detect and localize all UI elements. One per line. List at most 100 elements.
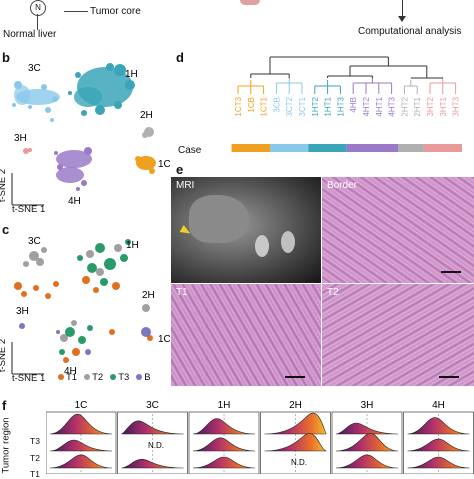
ridge-density: [49, 413, 113, 435]
cluster-label-3c: 3C: [28, 63, 41, 74]
ridge-density: [192, 437, 256, 452]
sample-b-points: [19, 323, 151, 355]
case-color-bar: [423, 144, 462, 152]
mri-liver-shape: [189, 195, 249, 243]
normal-liver-icon: N: [30, 0, 46, 16]
normal-liver-label: Normal liver: [3, 29, 57, 40]
dendrogram-leaf-label: 3CT1: [298, 96, 307, 116]
cluster-3c-points: [12, 81, 60, 122]
case-label: Case: [178, 145, 202, 156]
ridge-density: [407, 417, 470, 435]
not-detected-label: N.D.: [148, 441, 164, 450]
sample-t2-points: [23, 244, 150, 342]
dendrogram-leaf-label: 1HT1: [324, 96, 333, 116]
ridge-density: [192, 456, 256, 469]
panel-c-ylabel: t-SNE 2: [0, 339, 9, 373]
row-label-t3: T3: [30, 436, 40, 446]
panel-c-legend: T1 T2 T3 B: [58, 372, 151, 383]
ridge-density: [335, 422, 399, 435]
scale-bar-icon: [439, 376, 459, 378]
sample-t1-points: [14, 276, 153, 363]
cluster-label-3c: 3C: [28, 236, 41, 247]
tile-label-mri: MRI: [176, 180, 195, 191]
ridge-density: [264, 433, 327, 452]
dendrogram-leaf-label: 3HT3: [452, 96, 461, 116]
panel-e-letter: e: [176, 162, 184, 177]
case-color-bar: [398, 144, 424, 152]
ridge-density: [121, 420, 184, 435]
cluster-4h-points: [54, 147, 92, 191]
tile-label-t2: T2: [327, 287, 339, 298]
dendrogram-leaf-label: 1CT1: [260, 96, 269, 116]
dendrogram-leaf-label: 1HT3: [336, 96, 345, 116]
cluster-2h-points: [142, 127, 154, 138]
case-color-bar: [270, 144, 309, 152]
ridge-column-title: 3C: [146, 400, 159, 411]
ridge-column-title: 1H: [218, 400, 231, 411]
dendrogram-leaf-label: 1CT3: [234, 96, 243, 116]
ridge-column-title: 3H: [361, 400, 374, 411]
ridge-column-frame: [260, 411, 331, 474]
ridge-density: [264, 412, 327, 435]
dendrogram-leaf-label: 3HT2: [426, 96, 435, 116]
dendrogram-leaf-label: 2HT2: [400, 96, 409, 116]
liver-sample-icon: [240, 0, 260, 5]
dendrogram-leaf-label: 4HB: [349, 97, 358, 113]
cluster-label-1c: 1C: [158, 334, 170, 345]
dendrogram-leaf-label: 4HT3: [388, 96, 397, 116]
ridge-density: [335, 454, 399, 469]
mri-kidney-left: [255, 235, 269, 257]
dendrogram-leaf-label: 1HT2: [311, 96, 320, 116]
dendrogram-leaf-label: 3CT2: [285, 96, 294, 116]
tile-label-t1: T1: [176, 287, 188, 298]
ridge-density: [49, 454, 113, 469]
dendrogram-leaf-label: 3HT1: [439, 96, 448, 116]
t1-histology-image: T1: [170, 283, 322, 387]
border-histology-image: Border: [321, 176, 474, 284]
tile-label-border: Border: [327, 180, 358, 191]
scale-bar-icon: [441, 271, 461, 273]
ridge-column-title: 2H: [289, 400, 302, 411]
ridge-column-title: 1C: [75, 400, 88, 411]
panel-b-xlabel: t-SNE 1: [12, 204, 46, 215]
panel-f-letter: f: [2, 398, 7, 413]
ridge-density: [121, 458, 184, 469]
panel-c-letter: c: [2, 222, 10, 237]
legend-item-b: B: [136, 372, 151, 383]
panel-c-xlabel: t-SNE 1: [12, 373, 46, 384]
ridge-column-title: 4H: [432, 400, 445, 411]
dendrogram-leaf-label: 2HT1: [413, 96, 422, 116]
tumor-core-label: Tumor core: [90, 6, 141, 17]
panel-b-tsne-plot: 3C 1H 2H 3H 1C 4H: [11, 63, 170, 207]
ridge-density: [407, 456, 470, 469]
computational-analysis-label: Computational analysis: [358, 26, 462, 37]
t2-histology-image: T2: [321, 283, 474, 387]
row-label-t1: T1: [30, 469, 40, 479]
dendrogram-leaf-label: 1CB: [247, 97, 256, 113]
cluster-label-1h: 1H: [126, 240, 139, 251]
ridge-density: [49, 439, 113, 452]
panel-c-tsne-plot: 3C 1H 2H 3H 1C 4H: [11, 236, 170, 377]
cluster-1c-points: [135, 156, 156, 174]
legend-item-t1: T1: [58, 372, 77, 383]
cluster-3h-points: [23, 148, 32, 154]
analysis-arrow-line: [402, 0, 403, 18]
case-color-bar: [231, 144, 270, 152]
not-detected-label: N.D.: [291, 458, 307, 467]
case-color-bar: [308, 144, 347, 152]
ridge-density: [407, 438, 470, 452]
dendrogram-leaf-label: 3CB: [272, 97, 281, 113]
node-letter: N: [35, 3, 41, 12]
ridge-column-frame: [46, 411, 117, 474]
cluster-label-1c: 1C: [158, 159, 170, 170]
ridge-column-frame: [117, 411, 188, 474]
cluster-label-3h: 3H: [14, 133, 27, 144]
panel-b-ylabel: t-SNE 2: [0, 169, 9, 203]
cluster-label-1h: 1H: [125, 69, 138, 80]
mri-image: MRI: [170, 176, 322, 284]
cluster-label-4h: 4H: [68, 196, 81, 207]
scale-bar-icon: [285, 376, 305, 378]
panel-d-letter: d: [176, 50, 184, 65]
panel-d-dendrogram: 1CT3 1CB 1CT1 3CB 3CT2 3CT1 1HT2 1HT1 1HT3 4HB 4HT…: [231, 56, 462, 152]
legend-item-t3: T3: [110, 372, 129, 383]
